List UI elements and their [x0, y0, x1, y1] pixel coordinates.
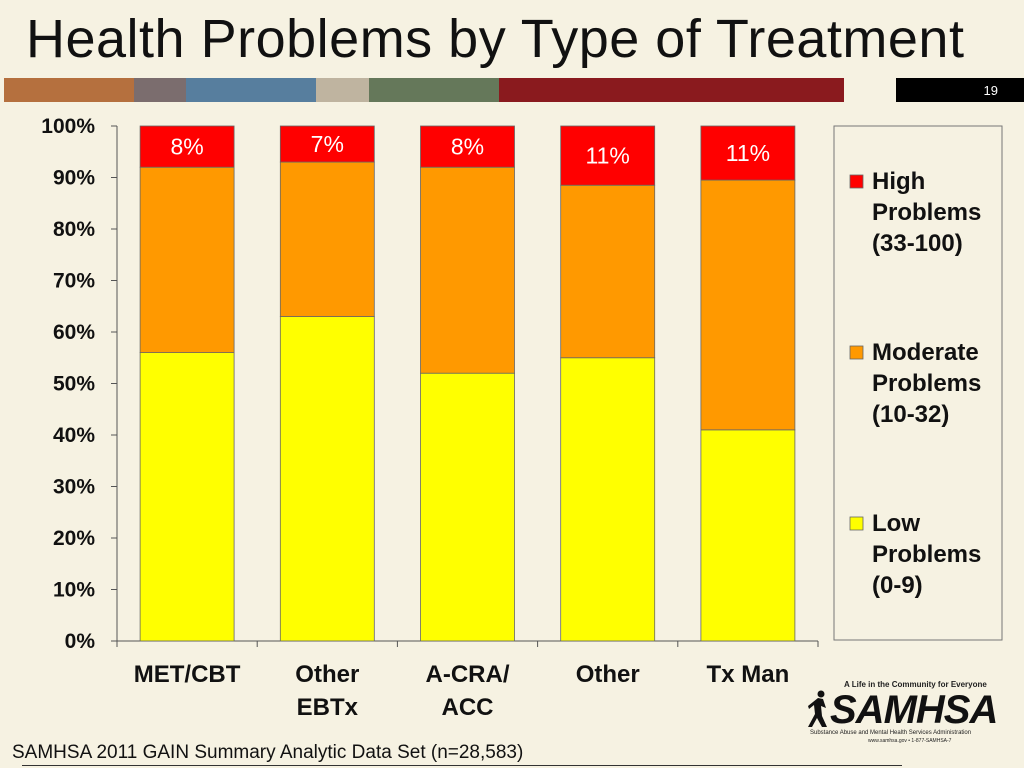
- y-tick-label: 40%: [53, 424, 95, 447]
- y-tick-label: 80%: [53, 218, 95, 241]
- y-tick-label: 100%: [41, 115, 95, 138]
- logo-subtitle: Substance Abuse and Mental Health Servic…: [810, 730, 972, 736]
- legend-swatch: [849, 174, 864, 189]
- data-label: 7%: [311, 131, 344, 157]
- logo-url: www.samhsa.gov • 1-877-SAMHSA-7: [868, 738, 952, 744]
- samhsa-logo: A Life in the Community for Everyone SAM…: [808, 680, 998, 746]
- bar-segment: [700, 429, 796, 642]
- bar-segment: [139, 125, 235, 168]
- bar-segment: [700, 179, 796, 431]
- y-tick-label: 10%: [53, 579, 95, 602]
- bar-segment: [139, 352, 235, 642]
- x-category-label: Other: [576, 661, 640, 688]
- bar-segment: [700, 125, 796, 181]
- y-tick-label: 0%: [65, 630, 96, 653]
- bar-segment: [420, 166, 515, 374]
- legend-label: (0-9): [872, 572, 923, 599]
- source-note: SAMHSA 2011 GAIN Summary Analytic Data S…: [12, 742, 524, 763]
- data-label: 8%: [451, 134, 484, 160]
- plot-area: 0% 10% 20% 30% 40% 50% 60% 70% 80% 90% 100% 8% MET/C…: [41, 115, 819, 721]
- slide-number-box: 19: [896, 78, 1024, 102]
- x-category-label: MET/CBT: [134, 661, 241, 688]
- legend-label: Problems: [872, 370, 981, 397]
- bar-segment: [560, 357, 656, 642]
- legend-box: [833, 125, 1003, 641]
- logo-wordmark: SAMHSA: [830, 688, 998, 732]
- y-tick-label: 20%: [53, 527, 95, 550]
- stripe-segment: [369, 78, 499, 102]
- legend-swatch: [849, 345, 864, 360]
- legend-swatch: [849, 516, 864, 531]
- y-tick-label: 70%: [53, 270, 95, 293]
- x-category-label: ACC: [442, 694, 494, 721]
- legend-label: (33-100): [872, 230, 963, 257]
- slide-title: Health Problems by Type of Treatment: [26, 9, 965, 69]
- stacked-bar-chart: 0% 10% 20% 30% 40% 50% 60% 70% 80% 90% 100% 8% MET/C…: [41, 115, 1003, 721]
- stripe-segment: [4, 78, 134, 102]
- x-category-label: Other: [295, 661, 359, 688]
- bar-segment: [560, 184, 656, 359]
- y-tick-label: 90%: [53, 167, 95, 190]
- source-underline: [22, 765, 902, 766]
- stripe-segment: [499, 78, 844, 102]
- legend-label: Low: [872, 510, 920, 537]
- bar-segment: [420, 125, 515, 168]
- legend-label: Problems: [872, 199, 981, 226]
- data-label: 11%: [726, 140, 770, 166]
- bar-segment: [279, 316, 375, 642]
- stripe-segment: [844, 78, 900, 102]
- legend-label: Moderate: [872, 339, 979, 366]
- stripe-segment: [186, 78, 316, 102]
- y-tick-label: 50%: [53, 373, 95, 396]
- legend: High Problems (33-100) Moderate Problems (10-…: [833, 125, 1003, 641]
- bar-segment: [279, 125, 375, 163]
- legend-label: High: [872, 168, 925, 195]
- stripe-segment: [134, 78, 186, 102]
- stripe-segment: [316, 78, 369, 102]
- x-category-label: Tx Man: [707, 661, 790, 688]
- y-tick-label: 30%: [53, 476, 95, 499]
- y-tick-label: 60%: [53, 321, 95, 344]
- bar-segment: [279, 161, 375, 317]
- title-bar: Health Problems by Type of Treatment: [0, 0, 1024, 78]
- bar-segment: [420, 372, 515, 642]
- legend-label: Problems: [872, 541, 981, 568]
- x-category-label: EBTx: [297, 694, 359, 721]
- x-category-label: A-CRA/: [426, 661, 510, 688]
- legend-label: (10-32): [872, 401, 949, 428]
- bar-segment: [560, 125, 656, 186]
- data-label: 8%: [170, 134, 203, 160]
- slide-number: 19: [983, 83, 998, 98]
- bar-segment: [139, 166, 235, 353]
- person-figure-icon: [808, 690, 827, 727]
- data-label: 11%: [586, 143, 630, 169]
- logo-tagline: A Life in the Community for Everyone: [844, 680, 987, 689]
